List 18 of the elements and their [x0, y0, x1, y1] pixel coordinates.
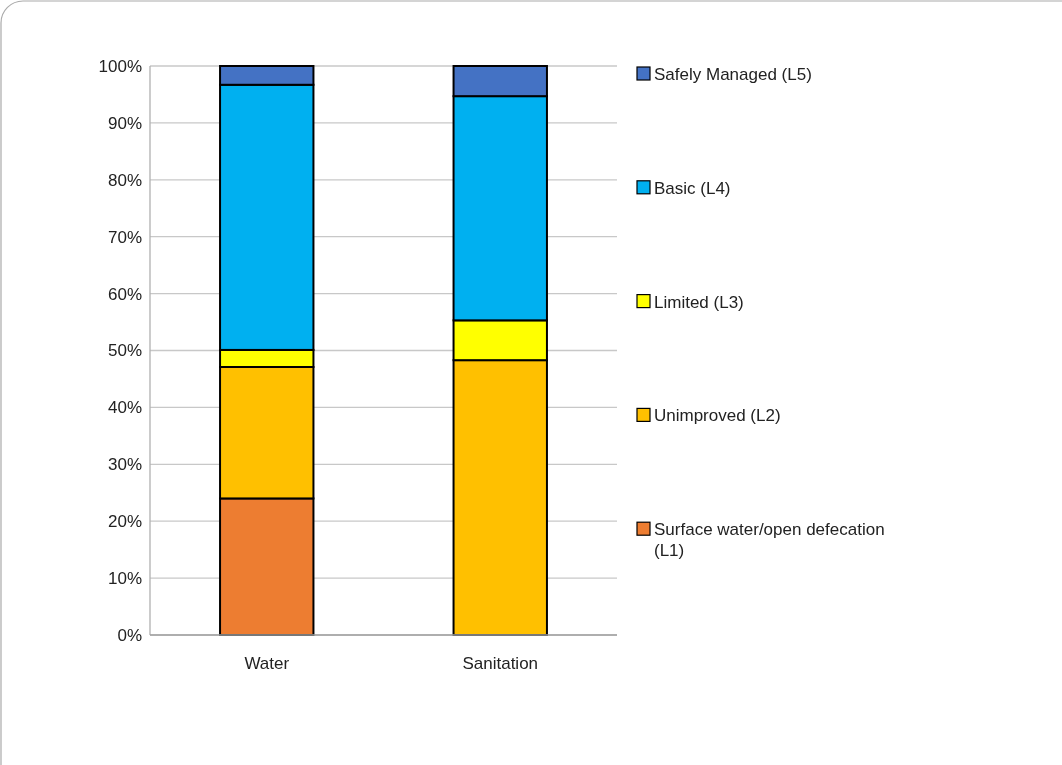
y-tick-label: 40%: [107, 398, 142, 418]
y-tick-label: 80%: [107, 170, 142, 190]
legend-label: Limited (L3): [654, 292, 744, 312]
y-tick-label: 90%: [107, 113, 142, 133]
y-tick-label: 50%: [107, 341, 142, 361]
x-tick-label: Water: [244, 654, 290, 673]
y-tick-label: 60%: [107, 284, 142, 304]
x-tick-label: Sanitation: [462, 654, 539, 673]
legend-label: Basic (L4): [654, 178, 731, 198]
y-tick-label: 10%: [107, 569, 142, 589]
y-tick-label: 100%: [98, 56, 142, 76]
legend-label: Unimproved (L2): [654, 406, 781, 426]
y-tick-label: 20%: [107, 512, 142, 532]
y-tick-label: 70%: [107, 227, 142, 247]
y-tick-label: 0%: [117, 625, 142, 645]
legend-label: Surface water/open defecation (L1): [654, 520, 885, 561]
y-tick-label: 30%: [107, 455, 142, 475]
legend-label: Safely Managed (L5): [654, 64, 812, 84]
